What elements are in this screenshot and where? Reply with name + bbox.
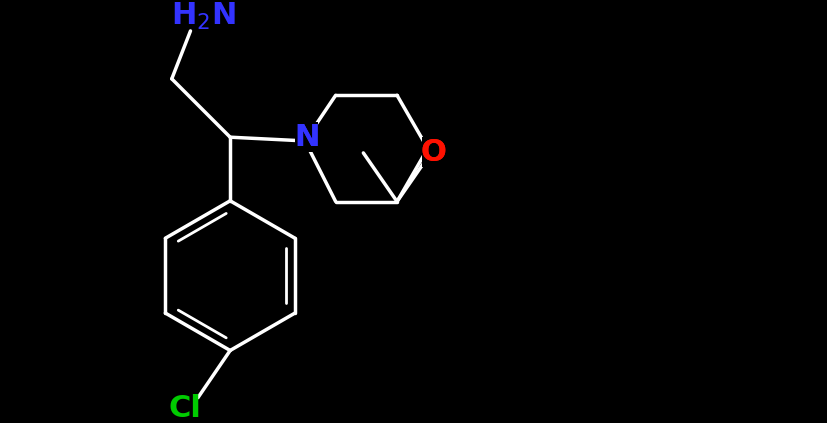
Bar xyxy=(423,137,445,167)
Text: H$_2$N: H$_2$N xyxy=(170,0,236,31)
Text: O: O xyxy=(421,137,447,167)
Text: Cl: Cl xyxy=(169,393,202,423)
Bar xyxy=(295,122,318,152)
Text: O: O xyxy=(421,137,447,167)
Text: N: N xyxy=(294,123,319,152)
Text: N: N xyxy=(294,123,319,152)
